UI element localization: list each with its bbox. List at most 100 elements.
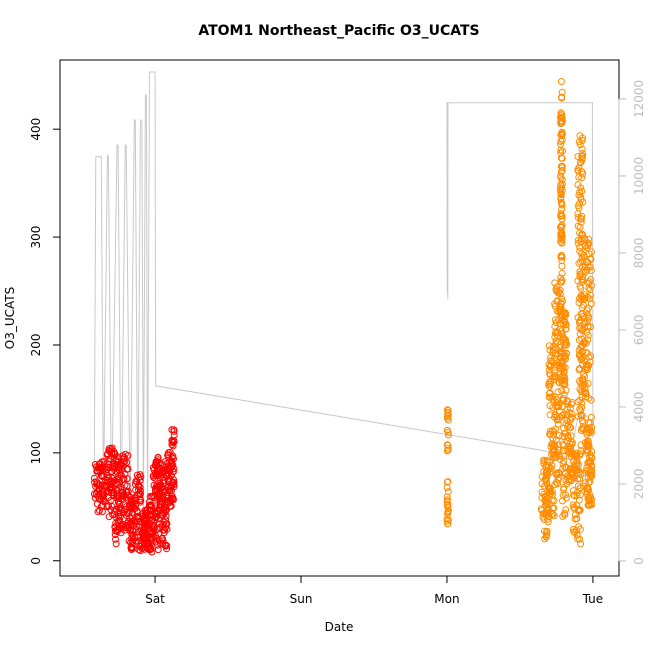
data-point <box>169 496 177 504</box>
data-point <box>581 234 588 242</box>
data-point <box>541 493 549 501</box>
data-point <box>129 532 137 540</box>
data-point <box>162 512 170 520</box>
data-point <box>94 508 102 516</box>
data-point <box>557 193 565 201</box>
data-point <box>124 452 132 459</box>
data-point <box>170 427 178 435</box>
data-point <box>564 447 572 455</box>
data-point <box>103 466 111 474</box>
data-point <box>112 540 120 548</box>
data-point <box>586 286 594 294</box>
data-point <box>163 525 171 533</box>
data-point <box>118 495 125 503</box>
data-point <box>558 221 566 229</box>
data-point <box>91 494 99 502</box>
data-point <box>541 475 549 483</box>
data-point <box>574 181 582 189</box>
data-point <box>575 138 583 146</box>
data-point <box>141 531 149 539</box>
data-point <box>573 451 581 459</box>
data-point <box>557 146 565 154</box>
data-point <box>587 458 595 466</box>
data-point <box>561 511 569 519</box>
data-point <box>559 372 567 379</box>
data-point <box>574 398 582 406</box>
data-point <box>565 445 573 453</box>
y-tick-label: 0 <box>29 557 43 565</box>
data-point <box>578 212 586 220</box>
data-point <box>567 424 575 432</box>
data-point <box>557 172 564 180</box>
y2-tick-label: 8000 <box>632 238 646 269</box>
data-point <box>561 373 568 381</box>
data-point <box>582 390 590 398</box>
x-tick-label: Tue <box>582 592 604 606</box>
data-point <box>444 444 452 452</box>
data-point <box>116 505 124 513</box>
data-point <box>580 267 588 274</box>
data-point <box>169 452 177 460</box>
data-point <box>563 349 570 357</box>
data-point <box>560 486 567 493</box>
data-point <box>131 504 139 512</box>
data-point <box>553 449 561 457</box>
data-point <box>170 455 177 463</box>
data-point <box>575 259 583 267</box>
data-point <box>585 442 593 450</box>
y-axis-label: O3_UCATS <box>3 287 17 349</box>
data-point <box>168 494 176 502</box>
data-point <box>154 507 162 515</box>
data-point <box>443 517 451 525</box>
data-point <box>577 215 585 223</box>
data-point <box>111 451 119 458</box>
data-point <box>128 544 135 552</box>
x-tick-label: Mon <box>434 592 459 606</box>
data-point <box>585 240 593 248</box>
data-point <box>132 486 140 494</box>
data-point <box>136 487 144 495</box>
data-point <box>579 419 587 427</box>
data-point <box>117 461 125 469</box>
data-point <box>538 488 546 496</box>
data-point <box>578 145 586 153</box>
data-point <box>583 328 591 336</box>
data-point <box>132 497 140 505</box>
data-point <box>444 431 452 439</box>
data-point <box>167 502 175 510</box>
data-point <box>163 542 171 550</box>
data-point <box>586 263 594 271</box>
data-point <box>116 512 124 520</box>
data-point <box>567 400 575 408</box>
data-point <box>546 465 554 473</box>
data-point <box>444 516 452 524</box>
data-point <box>443 441 451 449</box>
data-point <box>585 235 593 243</box>
data-point <box>554 388 562 396</box>
data-point <box>108 450 116 458</box>
data-point <box>121 470 129 478</box>
data-point <box>564 434 572 442</box>
data-point <box>582 428 590 436</box>
data-point <box>552 412 560 419</box>
data-point <box>579 149 587 157</box>
data-point <box>96 460 104 468</box>
data-point <box>557 347 565 355</box>
data-point <box>444 520 452 528</box>
data-point <box>580 320 588 327</box>
data-point <box>575 523 583 531</box>
data-point <box>581 324 589 332</box>
data-point <box>163 545 171 553</box>
data-point <box>577 195 585 203</box>
data-point <box>98 472 106 480</box>
data-point <box>580 312 588 320</box>
data-point <box>566 416 574 424</box>
data-point <box>131 494 139 502</box>
data-point <box>584 331 592 339</box>
data-point <box>161 509 169 517</box>
data-point <box>149 535 157 543</box>
y-tick-label: 100 <box>29 441 43 464</box>
y-tick-label: 300 <box>29 226 43 249</box>
data-point <box>584 447 592 455</box>
